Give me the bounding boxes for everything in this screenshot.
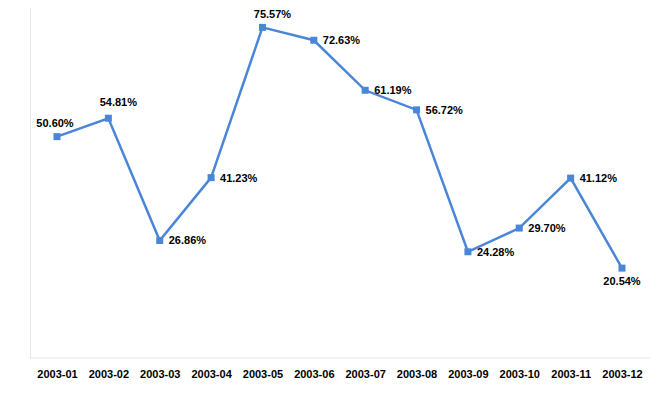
x-tick-label: 2003-01 bbox=[37, 368, 77, 380]
line bbox=[57, 27, 622, 268]
data-labels: 50.60% 54.81% 26.86% 41.23% 75.57% 72.63% 61.1… bbox=[36, 8, 641, 287]
y-axis bbox=[30, 9, 31, 359]
x-axis-line bbox=[30, 358, 650, 359]
x-tick-label: 2003-06 bbox=[294, 368, 334, 380]
x-tick: 2003-12 bbox=[602, 358, 642, 380]
x-tick: 2003-08 bbox=[397, 358, 437, 380]
x-tick-label: 2003-07 bbox=[345, 368, 385, 380]
data-label: 72.63% bbox=[323, 34, 361, 46]
marker bbox=[567, 175, 574, 182]
x-tick: 2003-09 bbox=[448, 358, 488, 380]
marker bbox=[208, 174, 215, 181]
data-label: 61.19% bbox=[374, 84, 412, 96]
marker bbox=[310, 37, 317, 44]
data-label: 41.23% bbox=[220, 172, 258, 184]
x-tick: 2003-04 bbox=[191, 358, 232, 380]
marker bbox=[516, 225, 523, 232]
marker bbox=[464, 248, 471, 255]
marker bbox=[105, 115, 112, 122]
marker bbox=[619, 265, 626, 272]
data-label: 24.28% bbox=[477, 246, 515, 258]
plot-marks bbox=[54, 24, 626, 272]
data-label: 56.72% bbox=[426, 104, 464, 116]
x-tick-label: 2003-05 bbox=[243, 368, 283, 380]
marker bbox=[259, 24, 266, 31]
x-tick: 2003-07 bbox=[345, 358, 385, 380]
data-label: 26.86% bbox=[169, 234, 207, 246]
x-tick: 2003-01 bbox=[37, 358, 77, 380]
x-tick-label: 2003-04 bbox=[191, 368, 232, 380]
marker bbox=[362, 87, 369, 94]
x-axis: 2003-01 2003-02 2003-03 2003-04 2003-05 2003-… bbox=[30, 358, 650, 380]
x-tick-label: 2003-02 bbox=[89, 368, 129, 380]
data-label: 20.54% bbox=[603, 275, 641, 287]
x-tick-label: 2003-08 bbox=[397, 368, 437, 380]
x-tick-label: 2003-09 bbox=[448, 368, 488, 380]
data-label: 41.12% bbox=[580, 172, 618, 184]
data-label: 54.81% bbox=[100, 96, 138, 108]
x-tick-label: 2003-12 bbox=[602, 368, 642, 380]
x-tick: 2003-10 bbox=[500, 358, 540, 380]
y-axis-line bbox=[30, 9, 31, 359]
data-label: 50.60% bbox=[36, 117, 74, 129]
marker bbox=[54, 133, 61, 140]
marker bbox=[413, 106, 420, 113]
x-tick-label: 2003-10 bbox=[500, 368, 540, 380]
x-tick-label: 2003-03 bbox=[140, 368, 180, 380]
x-tick: 2003-03 bbox=[140, 358, 180, 380]
chart: 2003-01 2003-02 2003-03 2003-04 2003-05 2003-… bbox=[0, 0, 663, 396]
x-tick-label: 2003-11 bbox=[551, 368, 591, 380]
data-label: 75.57% bbox=[254, 8, 292, 20]
marker bbox=[156, 237, 163, 244]
x-tick: 2003-02 bbox=[89, 358, 129, 380]
x-tick: 2003-06 bbox=[294, 358, 334, 380]
x-tick: 2003-05 bbox=[243, 358, 283, 380]
x-tick: 2003-11 bbox=[551, 358, 591, 380]
data-label: 29.70% bbox=[528, 222, 566, 234]
